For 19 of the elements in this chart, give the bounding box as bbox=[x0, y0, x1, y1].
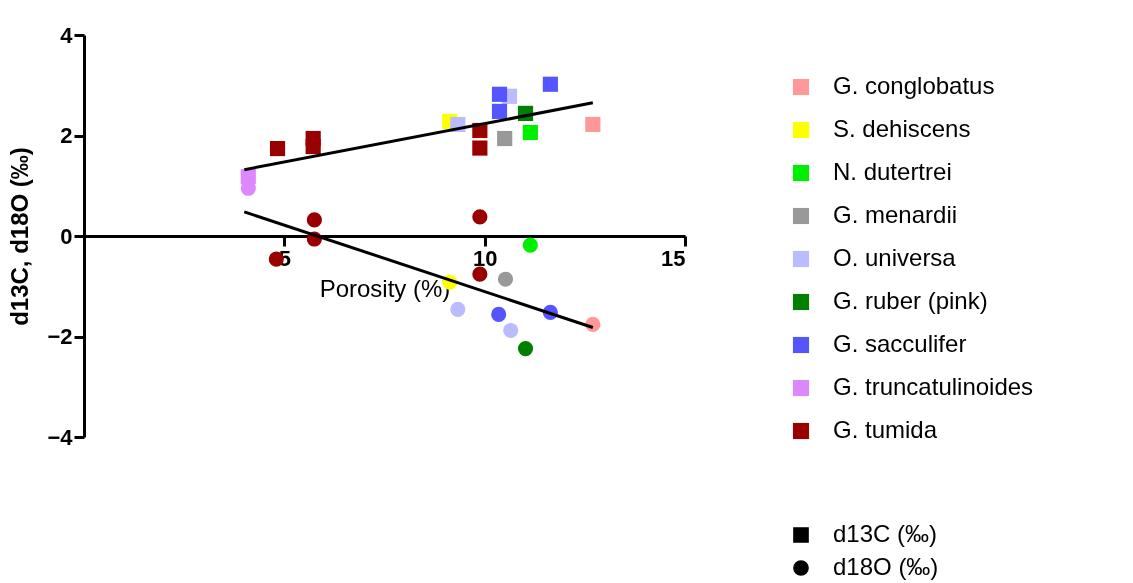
legend-label: G. truncatulinoides bbox=[833, 373, 1034, 400]
x-tick-label: 10 bbox=[472, 245, 498, 271]
text: d13C (‰) bbox=[833, 520, 938, 547]
legend-label: G. conglobatus bbox=[833, 72, 995, 99]
legend-label: G. sacculifer bbox=[833, 330, 967, 357]
y-tick-label: 0 bbox=[60, 223, 73, 249]
y-tick-label: −2 bbox=[47, 324, 73, 349]
text: d18O (‰) bbox=[833, 553, 939, 580]
legend-label: G. ruber (pink) bbox=[833, 287, 988, 314]
legend-label: O. universa bbox=[833, 244, 957, 271]
x-tick-label: 15 bbox=[661, 245, 686, 271]
legend-label: S. dehiscens bbox=[833, 115, 971, 142]
legend-label: G. menardii bbox=[833, 201, 958, 228]
y-tick-label: 4 bbox=[60, 22, 74, 48]
y-axis-title: d13C, d18O (‰) bbox=[6, 147, 34, 326]
y-tick-label: 2 bbox=[60, 123, 73, 148]
y-tick-label: −4 bbox=[47, 424, 74, 450]
legend-label: N. dutertrei bbox=[833, 158, 952, 185]
legend-label: G. tumida bbox=[833, 416, 938, 443]
